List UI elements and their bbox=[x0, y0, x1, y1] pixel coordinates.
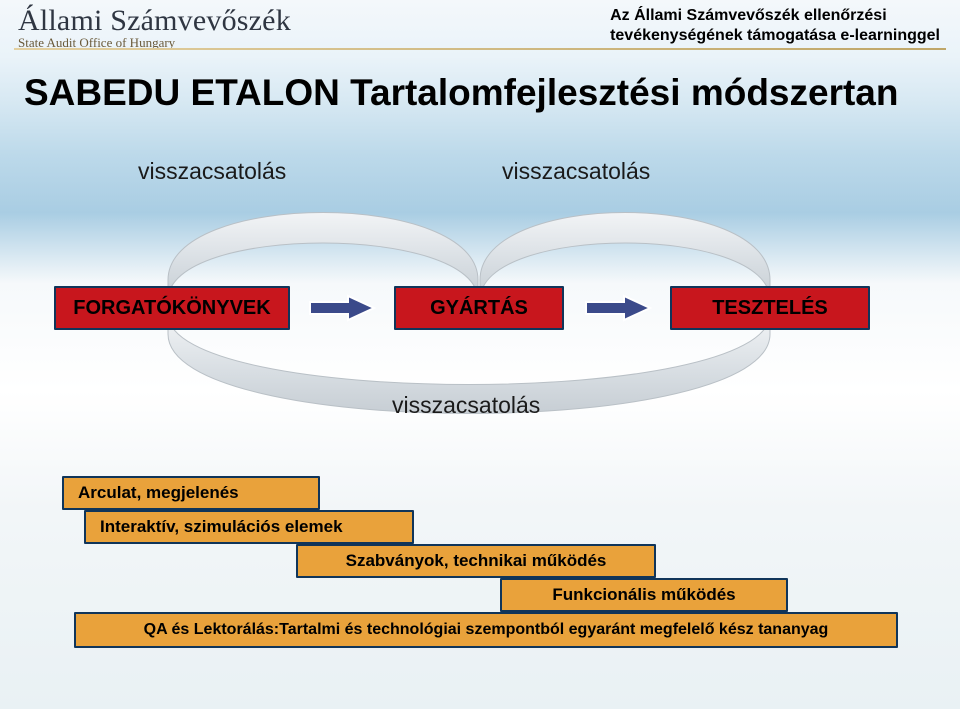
stage-box-teszteles: TESZTELÉS bbox=[670, 286, 870, 330]
orange-box-qa: QA és Lektorálás:Tartalmi és technológia… bbox=[74, 612, 898, 648]
orange-box-interaktiv: Interaktív, szimulációs elemek bbox=[84, 510, 414, 544]
stage-box-forgatokonyvek: FORGATÓKÖNYVEK bbox=[54, 286, 290, 330]
header-caption-line1: Az Állami Számvevőszék ellenőrzési bbox=[610, 6, 940, 26]
header-divider bbox=[14, 48, 946, 50]
logo: Állami Számvevőszék State Audit Office o… bbox=[18, 4, 291, 51]
stage-box-gyartas: GYÁRTÁS bbox=[394, 286, 564, 330]
feedback-label-middle: visszacsatolás bbox=[392, 392, 540, 419]
header: Állami Számvevőszék State Audit Office o… bbox=[0, 0, 960, 56]
stage-arrow-2 bbox=[586, 296, 650, 320]
stage-arrow-1 bbox=[310, 296, 374, 320]
feedback-label-top-right: visszacsatolás bbox=[502, 158, 650, 185]
header-caption: Az Állami Számvevőszék ellenőrzési tevék… bbox=[610, 6, 940, 46]
header-caption-line2: tevékenységének támogatása e-learninggel bbox=[610, 26, 940, 46]
logo-title: Állami Számvevőszék bbox=[18, 4, 291, 38]
orange-box-arculat: Arculat, megjelenés bbox=[62, 476, 320, 510]
orange-box-funkcionalis: Funkcionális működés bbox=[500, 578, 788, 612]
slide: Állami Számvevőszék State Audit Office o… bbox=[0, 0, 960, 709]
page-title: SABEDU ETALON Tartalomfejlesztési módsze… bbox=[24, 72, 898, 114]
orange-box-szabvanyok: Szabványok, technikai működés bbox=[296, 544, 656, 578]
feedback-label-top-left: visszacsatolás bbox=[138, 158, 286, 185]
